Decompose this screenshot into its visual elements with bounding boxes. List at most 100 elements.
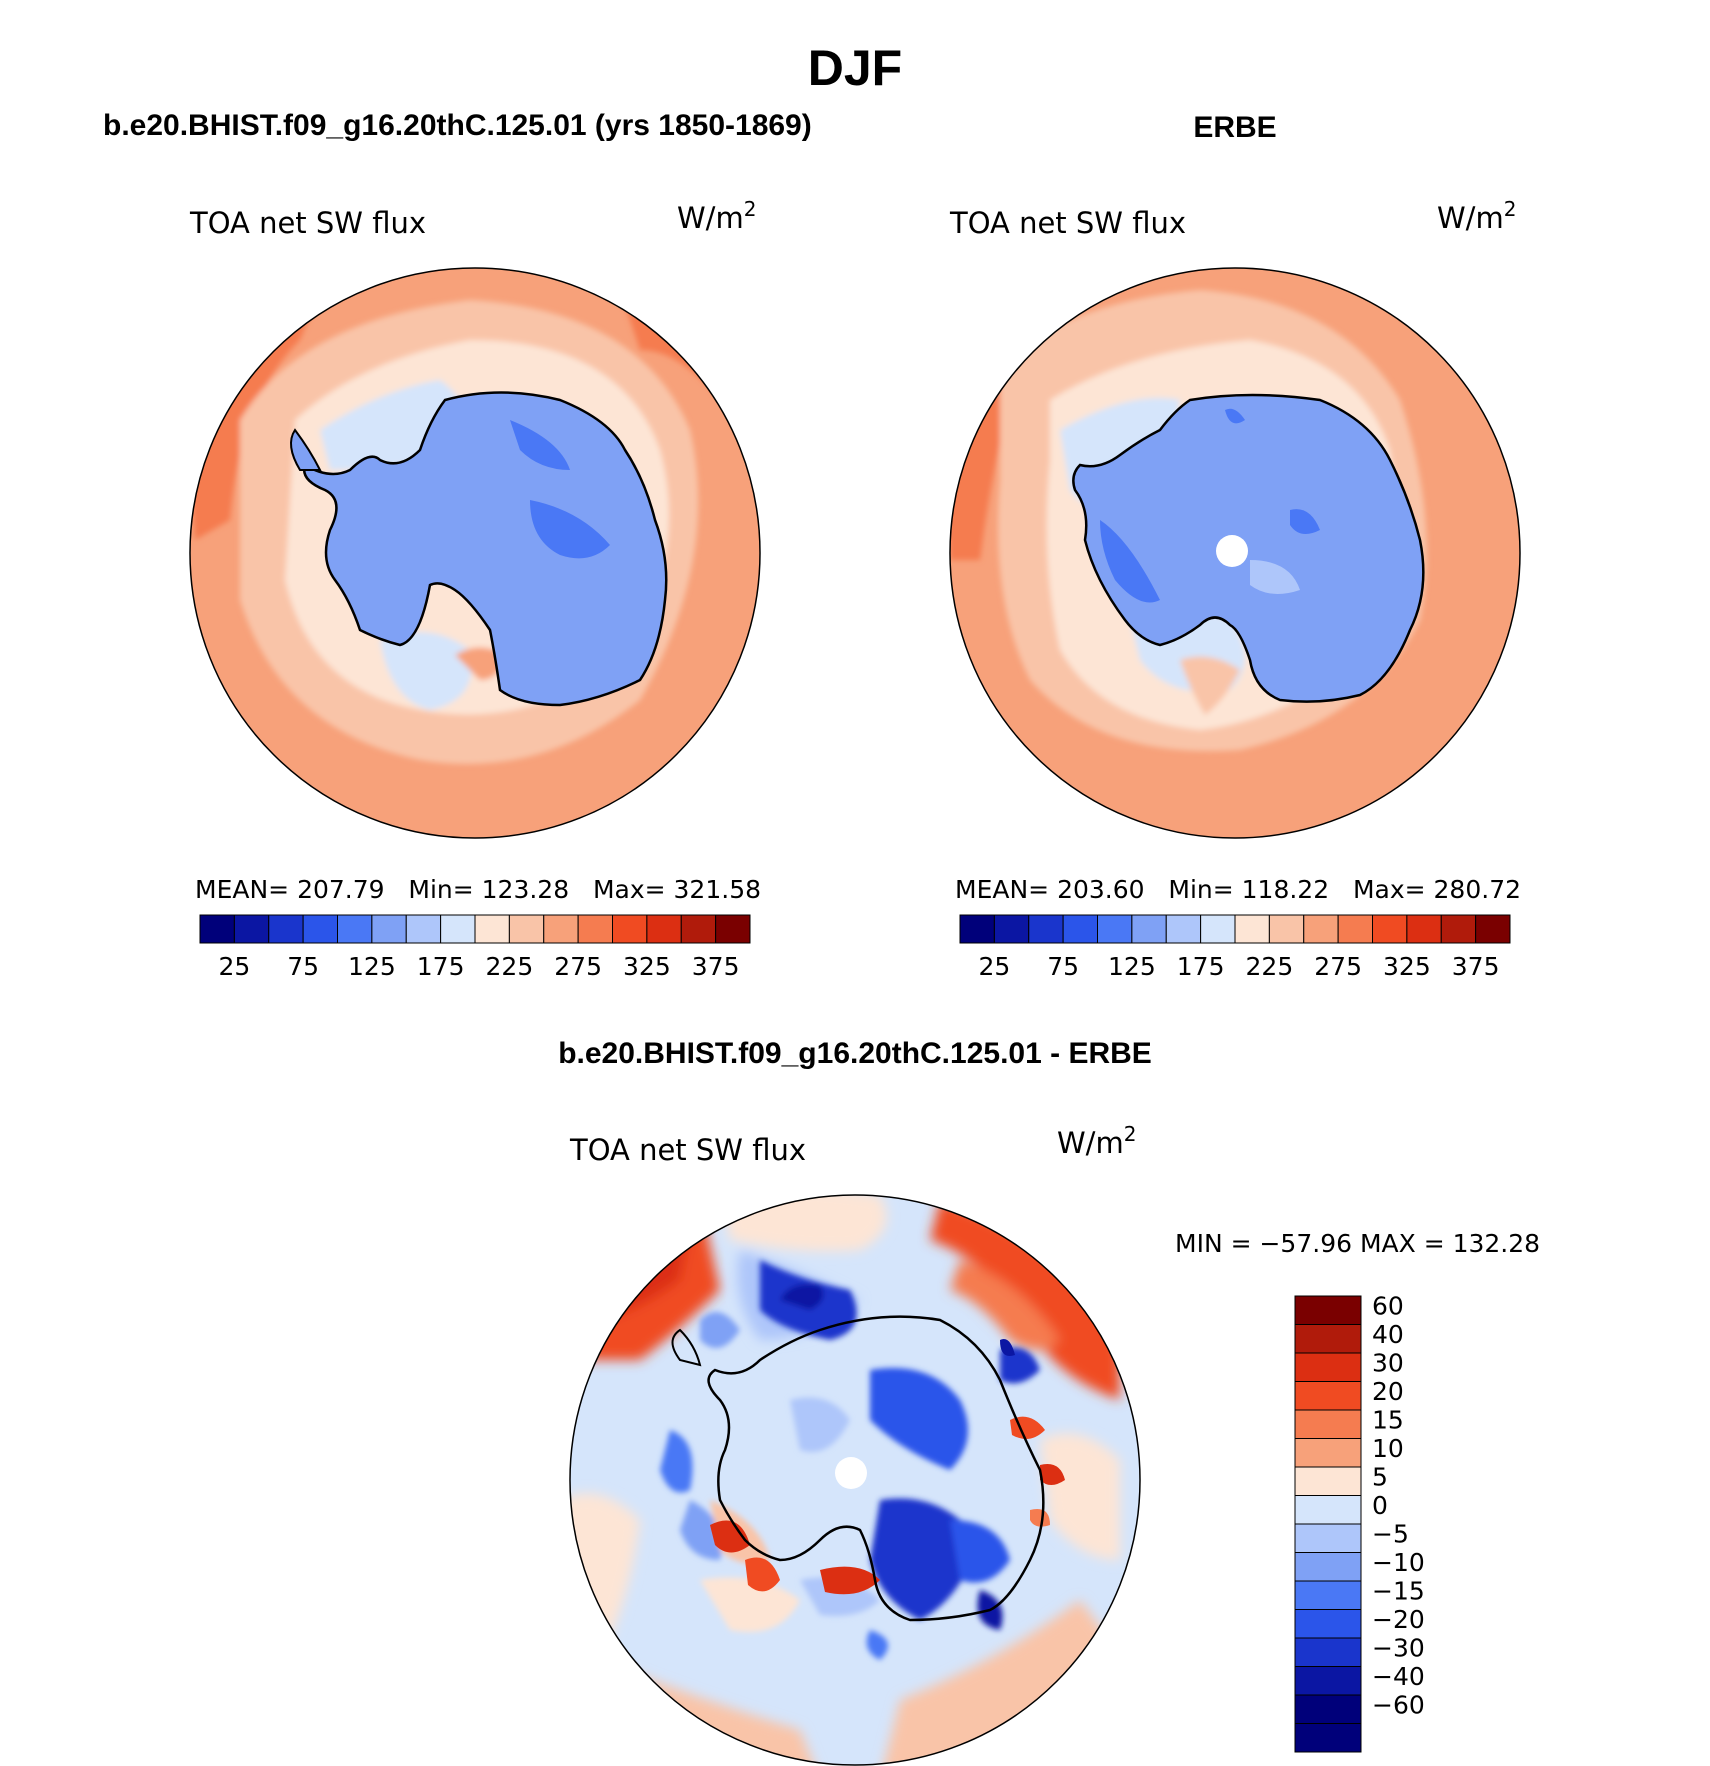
panel1-colorbar-box (715, 914, 751, 944)
panel1-colorbar-box (612, 914, 648, 944)
panel1-colorbar-tick-label: 75 (287, 952, 319, 981)
panel3-colorbar-box (1294, 1381, 1362, 1411)
panel1-field-label: TOA net SW flux (189, 206, 426, 240)
panel3-colorbar-tick-label: 10 (1372, 1434, 1404, 1463)
panel3-map-border (569, 1194, 1141, 1766)
panel2-heading: ERBE (1193, 111, 1276, 144)
panel3-colorbar-box (1294, 1552, 1362, 1582)
panel1-colorbar-tick-label: 225 (486, 952, 534, 981)
panel3-colorbar-box (1294, 1723, 1362, 1753)
panel3-colorbar-tick-label: −5 (1372, 1520, 1409, 1549)
panel3-colorbar-tick-label: 0 (1372, 1491, 1388, 1520)
panel2-stats: MEAN= 203.60 Min= 118.22 Max= 280.72 (955, 875, 1521, 904)
panel3-unit: W/m2 (1057, 1122, 1136, 1160)
panel2-colorbar-box (1440, 914, 1477, 944)
panel2-colorbar-box (959, 914, 995, 944)
panel1-colorbar-box (440, 914, 476, 944)
panel1-heading: b.e20.BHIST.f09_g16.20thC.125.01 (yrs 18… (103, 109, 812, 142)
panel3-colorbar-box (1294, 1409, 1362, 1439)
panel3-colorbar (1294, 1295, 1362, 1753)
panel1-colorbar-tick-label: 275 (554, 952, 602, 981)
panel1-colorbar (199, 914, 751, 944)
panel3-colorbar-box (1294, 1637, 1362, 1667)
panel3-colorbar-box (1294, 1666, 1362, 1696)
panel3-colorbar-box (1294, 1352, 1362, 1382)
panel2-colorbar-tick-label: 75 (1047, 952, 1079, 981)
panel3-colorbar-tick-label: −20 (1372, 1605, 1425, 1634)
panel3-colorbar-tick-label: 15 (1372, 1406, 1404, 1435)
panel2-colorbar-tick-label: 225 (1246, 952, 1294, 981)
panel3-colorbar-box (1294, 1523, 1362, 1553)
panel3-colorbar-tick-label: −30 (1372, 1634, 1425, 1663)
panel1-colorbar-box (302, 914, 338, 944)
panel2-colorbar-box (1028, 914, 1064, 944)
panel3-colorbar-tick-label: 20 (1372, 1377, 1404, 1406)
panel2-colorbar-box (1475, 914, 1511, 944)
panel2-colorbar-tick-label: 375 (1452, 952, 1500, 981)
panel2-field-label: TOA net SW flux (949, 206, 1186, 240)
panel3-colorbar-tick-label: 60 (1372, 1292, 1404, 1321)
panel1: TOA net SW flux W/m2 MEAN= 207.79 Min= 1… (189, 197, 761, 981)
panel1-colorbar-tick-label: 175 (417, 952, 465, 981)
panel3-colorbar-tick-label: −40 (1372, 1662, 1425, 1691)
panel2: TOA net SW flux W/m2 MEAN= 203.60 Min= 1… (949, 197, 1521, 981)
panel3-heading: b.e20.BHIST.f09_g16.20thC.125.01 - ERBE (558, 1037, 1152, 1070)
panel1-colorbar-labels: 25 75 125 175 225 275 325 375 (218, 952, 739, 981)
panel2-colorbar-box (1131, 914, 1167, 944)
panel1-colorbar-box (405, 914, 442, 944)
panel1-colorbar-box (268, 914, 304, 944)
figure-title: DJF (808, 40, 902, 96)
panel2-colorbar-box (1337, 914, 1373, 944)
panel2-colorbar-tick-label: 25 (978, 952, 1010, 981)
panel1-colorbar-box (233, 914, 270, 944)
panel1-colorbar-tick-label: 325 (623, 952, 671, 981)
panel2-colorbar-labels: 25 75 125 175 225 275 325 375 (978, 952, 1499, 981)
panel1-stats: MEAN= 207.79 Min= 123.28 Max= 321.58 (195, 875, 761, 904)
panel3-colorbar-tick-label: 5 (1372, 1463, 1388, 1492)
panel3-colorbar-box (1294, 1580, 1362, 1610)
panel1-colorbar-box (337, 914, 373, 944)
panel1-colorbar-box (371, 914, 407, 944)
panel3: b.e20.BHIST.f09_g16.20thC.125.01 - ERBE … (558, 1037, 1540, 1766)
panel1-colorbar-box (577, 914, 613, 944)
panel3-colorbar-tick-label: 30 (1372, 1349, 1404, 1378)
panel1-colorbar-box (543, 914, 579, 944)
panel1-colorbar-tick-label: 125 (348, 952, 396, 981)
panel1-colorbar-box (199, 914, 235, 944)
panel2-colorbar-tick-label: 175 (1177, 952, 1225, 981)
panel3-colorbar-box (1294, 1495, 1362, 1525)
panel3-colorbar-tick-label: 40 (1372, 1320, 1404, 1349)
panel1-colorbar-box (680, 914, 717, 944)
panel2-colorbar-tick-label: 275 (1314, 952, 1362, 981)
panel2-colorbar-tick-label: 325 (1383, 952, 1431, 981)
panel3-colorbar-box (1294, 1438, 1362, 1468)
panel2-map (950, 268, 1520, 838)
panel2-colorbar-box (993, 914, 1030, 944)
panel3-map (570, 1195, 1140, 1765)
panel2-colorbar-box (1303, 914, 1339, 944)
panel3-colorbar-box (1294, 1324, 1362, 1354)
panel2-colorbar (959, 914, 1511, 944)
panel3-colorbar-box (1294, 1694, 1362, 1724)
panel1-map-border (189, 267, 761, 839)
panel2-colorbar-box (1097, 914, 1133, 944)
panel2-map-border (949, 267, 1521, 839)
panel3-minmax: MIN = −57.96 MAX = 132.28 (1175, 1229, 1540, 1258)
panel2-colorbar-box (1165, 914, 1202, 944)
panel2-colorbar-box (1200, 914, 1236, 944)
panel3-colorbar-box (1294, 1466, 1362, 1496)
panel1-colorbar-box (646, 914, 682, 944)
panel1-map (190, 268, 760, 838)
panel1-colorbar-tick-label: 375 (692, 952, 740, 981)
panel3-colorbar-tick-label: −60 (1372, 1691, 1425, 1720)
panel2-colorbar-box (1268, 914, 1305, 944)
panel1-colorbar-box (474, 914, 510, 944)
panel2-unit: W/m2 (1437, 197, 1516, 235)
panel3-colorbar-box (1294, 1609, 1362, 1639)
panel2-colorbar-box (1234, 914, 1270, 944)
panel1-colorbar-tick-label: 25 (218, 952, 250, 981)
panel2-colorbar-box (1372, 914, 1408, 944)
panel3-colorbar-tick-label: −15 (1372, 1577, 1425, 1606)
